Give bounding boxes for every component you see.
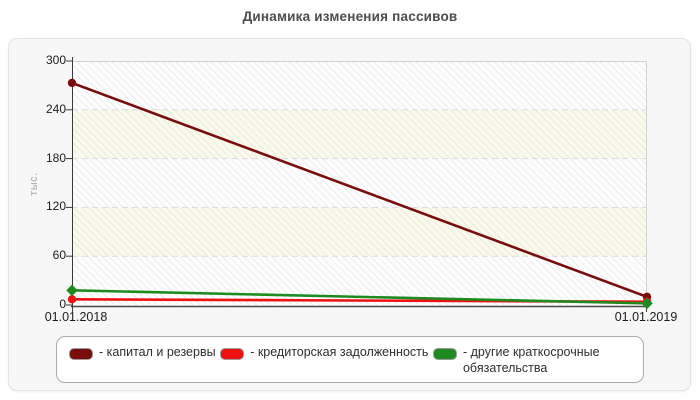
legend-swatch-payables xyxy=(220,348,245,360)
y-tick-label: 120 xyxy=(45,199,66,214)
legend-item-capital: - капитал и резервы xyxy=(69,345,216,361)
y-tick-label: 300 xyxy=(45,53,66,67)
plot-canvas xyxy=(66,57,653,312)
legend-swatch-capital xyxy=(69,348,93,360)
y-tick-label: 240 xyxy=(45,101,66,116)
y-axis-title: тыс. xyxy=(28,172,40,196)
x-axis-label-start: 01.01.2018 xyxy=(44,310,108,324)
y-tick-label: 180 xyxy=(45,150,66,165)
legend-item-other-liabilities: - другие краткосрочные обязательства xyxy=(432,345,631,376)
x-axis-label-end: 01.01.2019 xyxy=(614,310,678,324)
legend-item-label: - другие краткосрочные обязательства xyxy=(462,345,600,375)
legend-swatch-other-liabilities xyxy=(432,348,457,360)
chart-title: Динамика изменения пассивов xyxy=(242,9,458,24)
legend-item-payables: - кредиторская задолженность xyxy=(220,345,428,361)
y-tick-label: 60 xyxy=(52,248,66,263)
legend: - капитал и резервы - кредиторская задол… xyxy=(56,336,644,384)
legend-item-label: - кредиторская задолженность xyxy=(250,345,429,359)
plot-area xyxy=(72,61,647,305)
y-tick-label: 0 xyxy=(59,297,66,311)
legend-item-label: - капитал и резервы xyxy=(99,345,216,359)
